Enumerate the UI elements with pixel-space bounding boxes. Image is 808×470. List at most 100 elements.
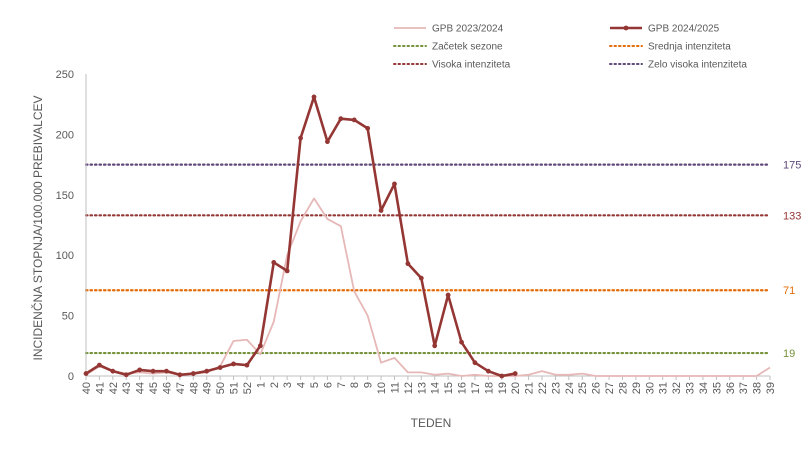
- y-tick-label: 200: [56, 129, 74, 141]
- data-point: [499, 373, 505, 379]
- x-tick-label: 17: [470, 382, 482, 394]
- legend-marker: [623, 25, 629, 31]
- x-tick-label: 22: [537, 382, 549, 394]
- x-tick-label: 24: [564, 382, 576, 394]
- legend-label: Srednja intenziteta: [648, 42, 731, 53]
- data-point: [284, 268, 290, 274]
- legend: GPB 2023/2024 GPB 2024/2025 Začetek sezone…: [393, 24, 747, 71]
- data-point: [244, 362, 250, 368]
- series-line: [85, 197, 771, 377]
- x-tick-label: 47: [175, 382, 187, 394]
- x-tick-label: 40: [81, 382, 93, 394]
- y-tick-label: 250: [56, 69, 74, 81]
- x-tick-label: 41: [94, 382, 106, 394]
- data-point: [512, 371, 518, 376]
- x-tick-label: 5: [309, 382, 321, 388]
- x-tick-label: 52: [242, 382, 254, 394]
- legend-item: Zelo visoka intenziteta: [609, 60, 747, 71]
- threshold-value-label: 71: [783, 285, 795, 297]
- x-tick-label: 12: [403, 382, 415, 394]
- legend-label: GPB 2024/2025: [648, 24, 720, 35]
- data-point: [485, 368, 491, 374]
- x-tick-label: 13: [416, 382, 428, 394]
- y-tick-label: 0: [68, 371, 74, 383]
- x-tick-label: 43: [121, 382, 133, 394]
- x-tick-label: 50: [215, 382, 227, 394]
- data-point: [418, 275, 424, 281]
- x-tick-label: 37: [738, 382, 750, 394]
- x-tick-label: 33: [685, 382, 697, 394]
- y-axis-title: INCIDENČNA STOPNJA/100.000 PREBIVALCEV: [30, 96, 45, 361]
- x-tick-label: 14: [430, 382, 442, 394]
- data-point: [123, 372, 129, 378]
- legend-item: GPB 2024/2025: [610, 24, 720, 35]
- data-point: [459, 339, 464, 345]
- data-point: [271, 260, 277, 265]
- x-tick-label: 29: [631, 382, 643, 394]
- x-tick-label: 45: [148, 382, 160, 394]
- threshold-lines: 19 71 133 175: [84, 160, 801, 360]
- x-tick-label: 4: [296, 382, 308, 388]
- y-tick-label: 50: [62, 311, 74, 323]
- threshold-value-label: 133: [783, 210, 801, 222]
- x-tick-label: 34: [698, 382, 710, 394]
- x-tick-label: 21: [524, 382, 536, 394]
- data-point: [190, 371, 196, 376]
- x-tick-label: 46: [161, 382, 173, 394]
- x-tick-label: 19: [497, 382, 509, 394]
- x-tick-label: 11: [389, 382, 401, 393]
- x-tick-label: 9: [363, 382, 375, 388]
- x-tick-label: 31: [658, 382, 670, 394]
- y-tick-label: 100: [56, 250, 74, 262]
- x-tick-label: 2: [269, 382, 281, 388]
- data-point: [432, 343, 438, 349]
- data-point: [97, 362, 102, 368]
- x-tick-label: 7: [336, 382, 348, 388]
- data-point: [164, 368, 169, 374]
- x-tick-label: 32: [671, 382, 683, 394]
- x-tick-label: 6: [322, 382, 334, 388]
- x-tick-label: 30: [644, 382, 656, 394]
- y-tick-label: 150: [56, 190, 74, 202]
- data-point: [177, 372, 183, 378]
- x-tick-label: 44: [135, 382, 147, 394]
- x-tick-label: 16: [457, 382, 469, 394]
- x-tick-label: 42: [108, 382, 120, 394]
- x-tick-label: 10: [376, 382, 388, 394]
- x-tick-label: 3: [282, 382, 294, 388]
- series-lines: [83, 94, 771, 379]
- data-point: [351, 117, 357, 123]
- threshold-value-label: 175: [783, 160, 801, 172]
- x-tick-label: 23: [550, 382, 562, 394]
- data-point: [472, 360, 478, 366]
- x-axis-title: TEDEN: [411, 416, 452, 430]
- x-tick-label: 36: [725, 382, 737, 394]
- x-tick-label: 28: [617, 382, 629, 394]
- data-point: [150, 368, 156, 374]
- threshold-value-label: 19: [783, 348, 795, 360]
- legend-item: GPB 2023/2024: [394, 24, 504, 35]
- x-tick-label: 1: [255, 382, 267, 388]
- legend-item: Srednja intenziteta: [609, 42, 731, 53]
- legend-label: Zelo visoka intenziteta: [648, 60, 747, 71]
- x-tick-label: 20: [510, 382, 522, 394]
- data-point: [445, 292, 451, 298]
- legend-label: Začetek sezone: [432, 42, 503, 53]
- x-tick-label: 15: [443, 382, 455, 394]
- x-tick-label: 49: [202, 382, 214, 394]
- data-point: [311, 94, 317, 100]
- x-tick-label: 26: [591, 382, 603, 394]
- data-point: [83, 371, 89, 376]
- data-point: [110, 368, 116, 374]
- data-point: [378, 208, 384, 213]
- x-tick-label: 25: [577, 382, 589, 394]
- x-tick-label: 8: [349, 382, 361, 388]
- x-tick-label: 39: [765, 382, 777, 394]
- data-point: [325, 139, 330, 145]
- data-point: [405, 261, 411, 267]
- legend-item: Začetek sezone: [393, 42, 503, 53]
- legend-label: GPB 2023/2024: [432, 24, 504, 35]
